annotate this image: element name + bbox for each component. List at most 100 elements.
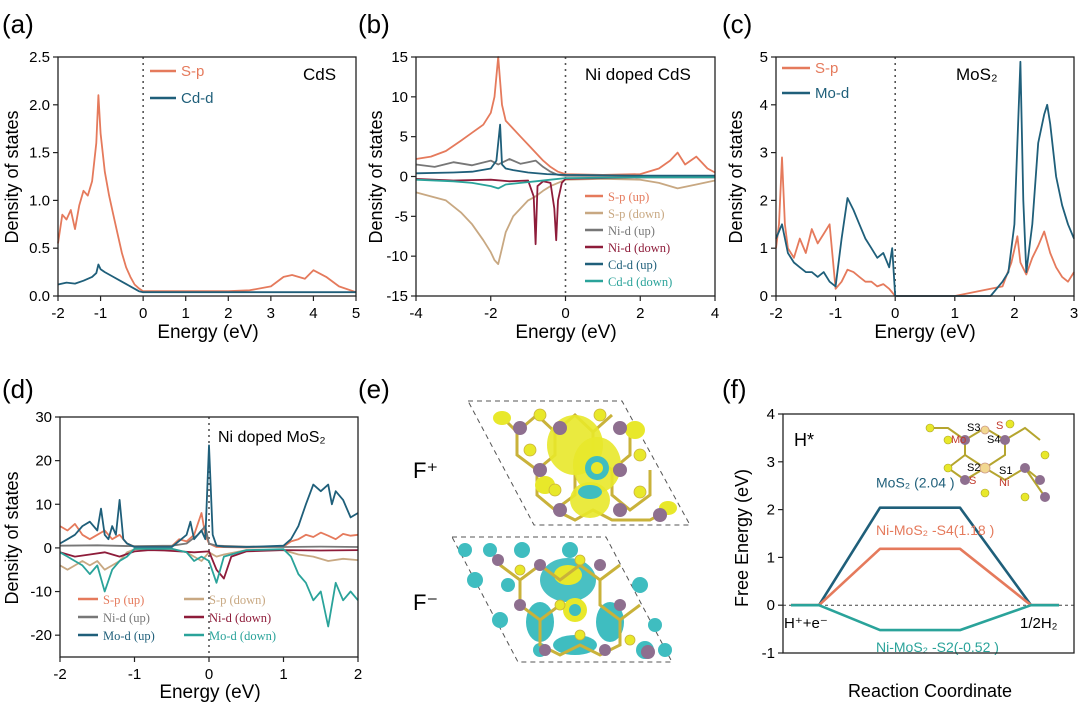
panel-label-b: (b): [358, 9, 390, 39]
bonds-bottom: [499, 563, 641, 657]
energy-label-f-1: Ni-MoS₂ -S4(1.18 ): [876, 522, 994, 538]
legend-label-d-2: Ni-d (up): [103, 611, 150, 625]
series-line-b-3: [415, 176, 715, 246]
inset-species-ni: Ni: [999, 477, 1009, 489]
plot-area-a: -2 -1 0 1 2 3 4 5 0.0 0.5 1.0 1.5 2.0 2.5 S-p Cd-d: [29, 49, 360, 322]
xtick-label-a: 1: [182, 305, 190, 322]
xtick-label-c: 2: [1010, 305, 1018, 322]
xtick-label-b: 0: [561, 305, 569, 322]
axes-frame-f: [782, 413, 1075, 654]
xtick-label-b: 2: [636, 305, 644, 322]
xtick-label-a: 5: [352, 305, 360, 322]
isosurface-top: [493, 411, 677, 518]
xtick-label-d: -1: [128, 666, 141, 683]
s-atoms-top: [523, 408, 647, 499]
ytick-label-d: 20: [35, 453, 52, 470]
panel-e: (e) F⁺ F⁻: [358, 374, 691, 663]
ytick-label-b: 10: [391, 89, 408, 106]
ytick-label-a: 2.5: [29, 49, 50, 66]
legend-label-c-0: S-p: [815, 60, 838, 77]
title-c: MoS₂: [956, 65, 998, 84]
legend-label-d-4: Mo-d (up): [103, 629, 155, 643]
ytick-label-c: 3: [760, 145, 768, 162]
xlabel-c: Energy (eV): [874, 322, 975, 343]
legend-label-b-2: Ni-d (up): [608, 224, 655, 238]
panel-label-f: (f): [722, 374, 747, 404]
panel-d: (d) Density of states Energy (eV) Ni dop…: [2, 374, 362, 703]
xtick-label-d: 1: [279, 666, 287, 683]
axes-frame-a: [57, 56, 357, 297]
series-line-b-4: [415, 123, 715, 177]
axes-frame-b: [415, 56, 716, 297]
xlabel-a: Energy (eV): [157, 322, 258, 343]
ytick-label-f: 3: [767, 454, 775, 471]
ytick-label-a: 2.0: [29, 97, 50, 114]
ytick-label-f: 2: [767, 502, 775, 519]
series-line-b-5: [415, 176, 715, 190]
title-b: Ni doped CdS: [585, 65, 691, 84]
label-f-minus: F⁻: [413, 590, 438, 615]
xtick-label-b: -4: [409, 305, 422, 322]
ytick-label-a: 0.0: [29, 288, 50, 305]
energy-label-f-0: MoS₂ (2.04 ): [876, 475, 955, 491]
legend-label-c-1: Mo-d: [815, 85, 849, 102]
isosurface-bottom: [458, 542, 672, 659]
ylabel-f: Free Energy (eV): [732, 469, 752, 607]
ytick-label-f: 4: [767, 406, 775, 423]
panel-label-e: (e): [358, 374, 390, 404]
legend-label-b-1: S-p (down): [608, 207, 665, 221]
mo-atoms-bottom: [492, 554, 655, 659]
ytick-label-f: 1: [767, 549, 775, 566]
ytick-label-d: 10: [35, 496, 52, 513]
ytick-label-a: 1.5: [29, 145, 50, 162]
ytick-label-b: 15: [391, 49, 408, 66]
legend-label-b-3: Ni-d (down): [608, 241, 670, 255]
series-line-c-0: [775, 156, 1075, 297]
legend-label-d-5: Mo-d (down): [209, 629, 276, 643]
xtick-label-d: 2: [354, 666, 362, 683]
panel-a: (a) Density of states Energy (eV) CdS -2…: [2, 9, 360, 343]
series-line-b-1: [415, 177, 716, 266]
series-line-d-4: [59, 444, 359, 548]
structure-top: [467, 400, 691, 526]
ytick-label-f: -1: [762, 645, 775, 662]
axes-frame-d: [59, 416, 359, 658]
series-line-d-0: [59, 512, 359, 549]
inset-species-mo: Mo: [951, 434, 966, 446]
xlabel-b: Energy (eV): [515, 322, 616, 343]
plot-area-f: -1 0 1 2 3 4 MoS₂ (2.04 ) Ni-MoS₂ -S4(1.18 ) Ni-…: [762, 406, 1074, 662]
series-line-c-1: [775, 60, 1075, 297]
inset-species-s-top: S: [996, 420, 1003, 432]
inset-site-s2: S2: [967, 462, 980, 474]
ytick-label-b: -10: [386, 248, 408, 265]
series-line-b-0: [415, 56, 716, 176]
series-line-a-1: [57, 263, 356, 294]
xlabel-d: Energy (eV): [159, 682, 260, 703]
inset-site-s4: S4: [987, 434, 1000, 446]
xtick-label-b: -2: [484, 305, 497, 322]
legend-label-b-0: S-p (up): [608, 190, 649, 204]
ytick-label-c: 1: [760, 240, 768, 257]
title-f: H*: [794, 430, 814, 450]
energy-path-f-2: [791, 603, 1059, 632]
plot-area-b: -4 -2 0 2 4 -15 -10 -5 0 5 10 15 S-p (up) S-p (down) N…: [386, 49, 719, 322]
ytick-label-b: 0: [400, 169, 408, 186]
xtick-label-c: 1: [951, 305, 959, 322]
xtick-label-a: 0: [139, 305, 147, 322]
xtick-label-b: 4: [711, 305, 719, 322]
legend-label-d-1: S-p (down): [209, 593, 266, 607]
panel-label-c: (c): [722, 9, 752, 39]
ytick-label-b: 5: [400, 129, 408, 146]
ylabel-c: Density of states: [726, 110, 746, 243]
unit-cell-top: [467, 400, 691, 526]
structure-bottom: [451, 536, 673, 663]
title-d: Ni doped MoS₂: [218, 429, 326, 446]
panel-label-d: (d): [2, 374, 34, 404]
xlabel-f: Reaction Coordinate: [848, 681, 1012, 701]
end-label-f: 1/2H₂: [1020, 615, 1058, 632]
series-line-d-5: [59, 547, 359, 628]
s-atoms-bottom: [514, 554, 636, 646]
ylabel-b: Density of states: [366, 110, 386, 243]
axes-frame-c: [775, 56, 1075, 297]
